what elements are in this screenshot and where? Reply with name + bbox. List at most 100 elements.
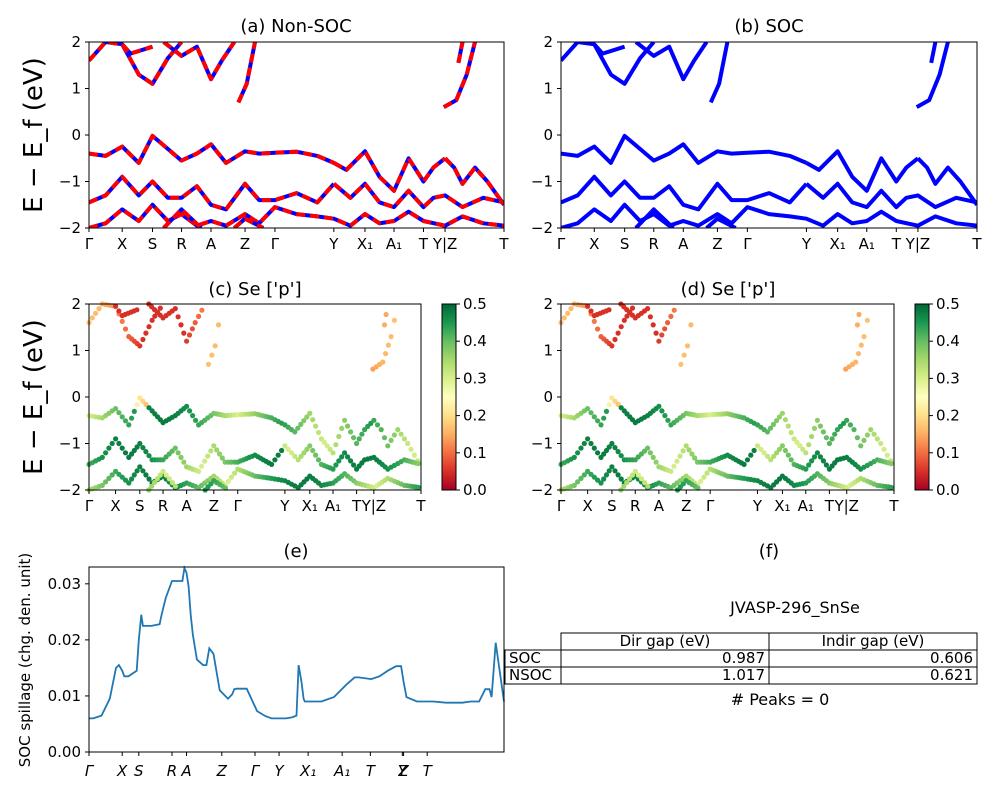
projected-point	[603, 447, 610, 454]
projected-point	[272, 457, 278, 463]
y-tick-label: 1	[71, 80, 81, 98]
projected-point	[624, 313, 630, 319]
projected-point	[408, 446, 414, 452]
projected-point	[754, 443, 761, 449]
x-tick-label: T	[971, 235, 982, 253]
projected-point	[126, 480, 132, 486]
projected-point	[764, 429, 771, 435]
band-line-nonsoc	[456, 42, 465, 64]
projected-point	[601, 451, 607, 457]
projected-point	[313, 423, 319, 429]
projected-point	[767, 425, 774, 431]
x-tick-label: R	[176, 235, 186, 253]
projected-point	[146, 476, 152, 482]
projected-point	[606, 444, 612, 450]
x-tick-label: S	[134, 762, 144, 780]
projected-point	[609, 464, 615, 470]
projected-point	[680, 448, 686, 454]
projected-point	[653, 459, 659, 465]
projected-point	[575, 450, 581, 456]
projected-point	[588, 410, 594, 416]
projected-point	[374, 422, 381, 428]
projected-point	[89, 315, 95, 321]
panel-e-spillage-plot: 0.000.010.020.03Γ X S R A Z Γ Y X₁ A₁ T YZ T	[48, 565, 505, 780]
projected-point	[653, 330, 659, 336]
projected-point	[618, 324, 624, 330]
projected-point	[609, 440, 615, 447]
band-line-soc	[805, 149, 920, 193]
projected-point	[336, 458, 342, 464]
projected-point	[806, 462, 812, 468]
projected-point	[595, 418, 601, 424]
projected-point	[298, 453, 304, 459]
projected-point	[678, 361, 684, 367]
projected-point	[152, 313, 158, 319]
projected-point	[814, 450, 821, 456]
projected-point	[172, 483, 179, 489]
projected-point	[595, 477, 601, 483]
projected-point	[154, 476, 160, 482]
projected-point	[345, 423, 351, 429]
projected-point	[638, 476, 645, 482]
projected-point	[304, 446, 310, 452]
y-tick-label: 0	[71, 388, 81, 406]
projected-point	[134, 402, 140, 408]
band-line-soc	[236, 42, 257, 104]
projected-point	[318, 436, 324, 442]
projected-point	[149, 317, 155, 323]
colorbar-tick-label: 0.4	[936, 332, 960, 350]
projected-point	[199, 307, 205, 313]
projected-point	[385, 342, 391, 348]
projected-point	[282, 443, 288, 449]
projected-point	[348, 429, 354, 435]
y-tick-label: 1	[543, 342, 553, 360]
projected-point	[285, 446, 291, 452]
projected-point	[776, 446, 783, 452]
projected-point	[575, 479, 581, 485]
projected-point	[788, 457, 794, 463]
projected-point	[609, 395, 615, 401]
projected-point	[776, 414, 783, 420]
projected-point	[785, 423, 791, 429]
projected-point	[595, 326, 601, 332]
x-tick-label: X	[116, 762, 128, 780]
projected-point	[864, 317, 871, 323]
band-line-nonsoc	[89, 42, 184, 86]
projected-point	[809, 458, 815, 464]
projected-point	[113, 436, 119, 442]
projected-point	[632, 468, 638, 474]
projected-point	[116, 308, 122, 314]
projected-point	[178, 454, 184, 460]
projected-point	[624, 480, 630, 486]
projected-point	[571, 482, 577, 488]
projected-point	[817, 423, 824, 429]
projected-point	[113, 406, 119, 412]
projected-point	[292, 429, 298, 435]
projected-point	[618, 476, 624, 482]
projected-point	[874, 436, 880, 442]
projected-point	[103, 450, 109, 456]
projected-point	[137, 464, 143, 470]
projected-point	[149, 483, 155, 489]
y-tick-label: 2	[543, 33, 553, 51]
x-tick-label: Y	[398, 762, 409, 780]
projected-point	[603, 472, 610, 478]
projected-point	[647, 450, 654, 456]
projected-point	[662, 413, 668, 419]
panel-d-colorbar: 0.0 0.1 0.2 0.3 0.4 0.5	[914, 295, 960, 499]
projected-point	[371, 417, 377, 423]
projected-point	[351, 435, 357, 441]
projected-point	[354, 440, 360, 447]
x-tick-label: Z	[712, 235, 722, 253]
y-tick-label: 1	[543, 80, 553, 98]
y-tick-label: 0.01	[48, 687, 81, 705]
band-line-soc	[332, 149, 447, 193]
x-tick-label: T	[366, 762, 377, 780]
projected-point	[681, 352, 687, 358]
projected-point	[598, 480, 604, 486]
projected-point	[565, 310, 571, 316]
projected-point	[388, 437, 394, 443]
projected-point	[888, 484, 894, 490]
